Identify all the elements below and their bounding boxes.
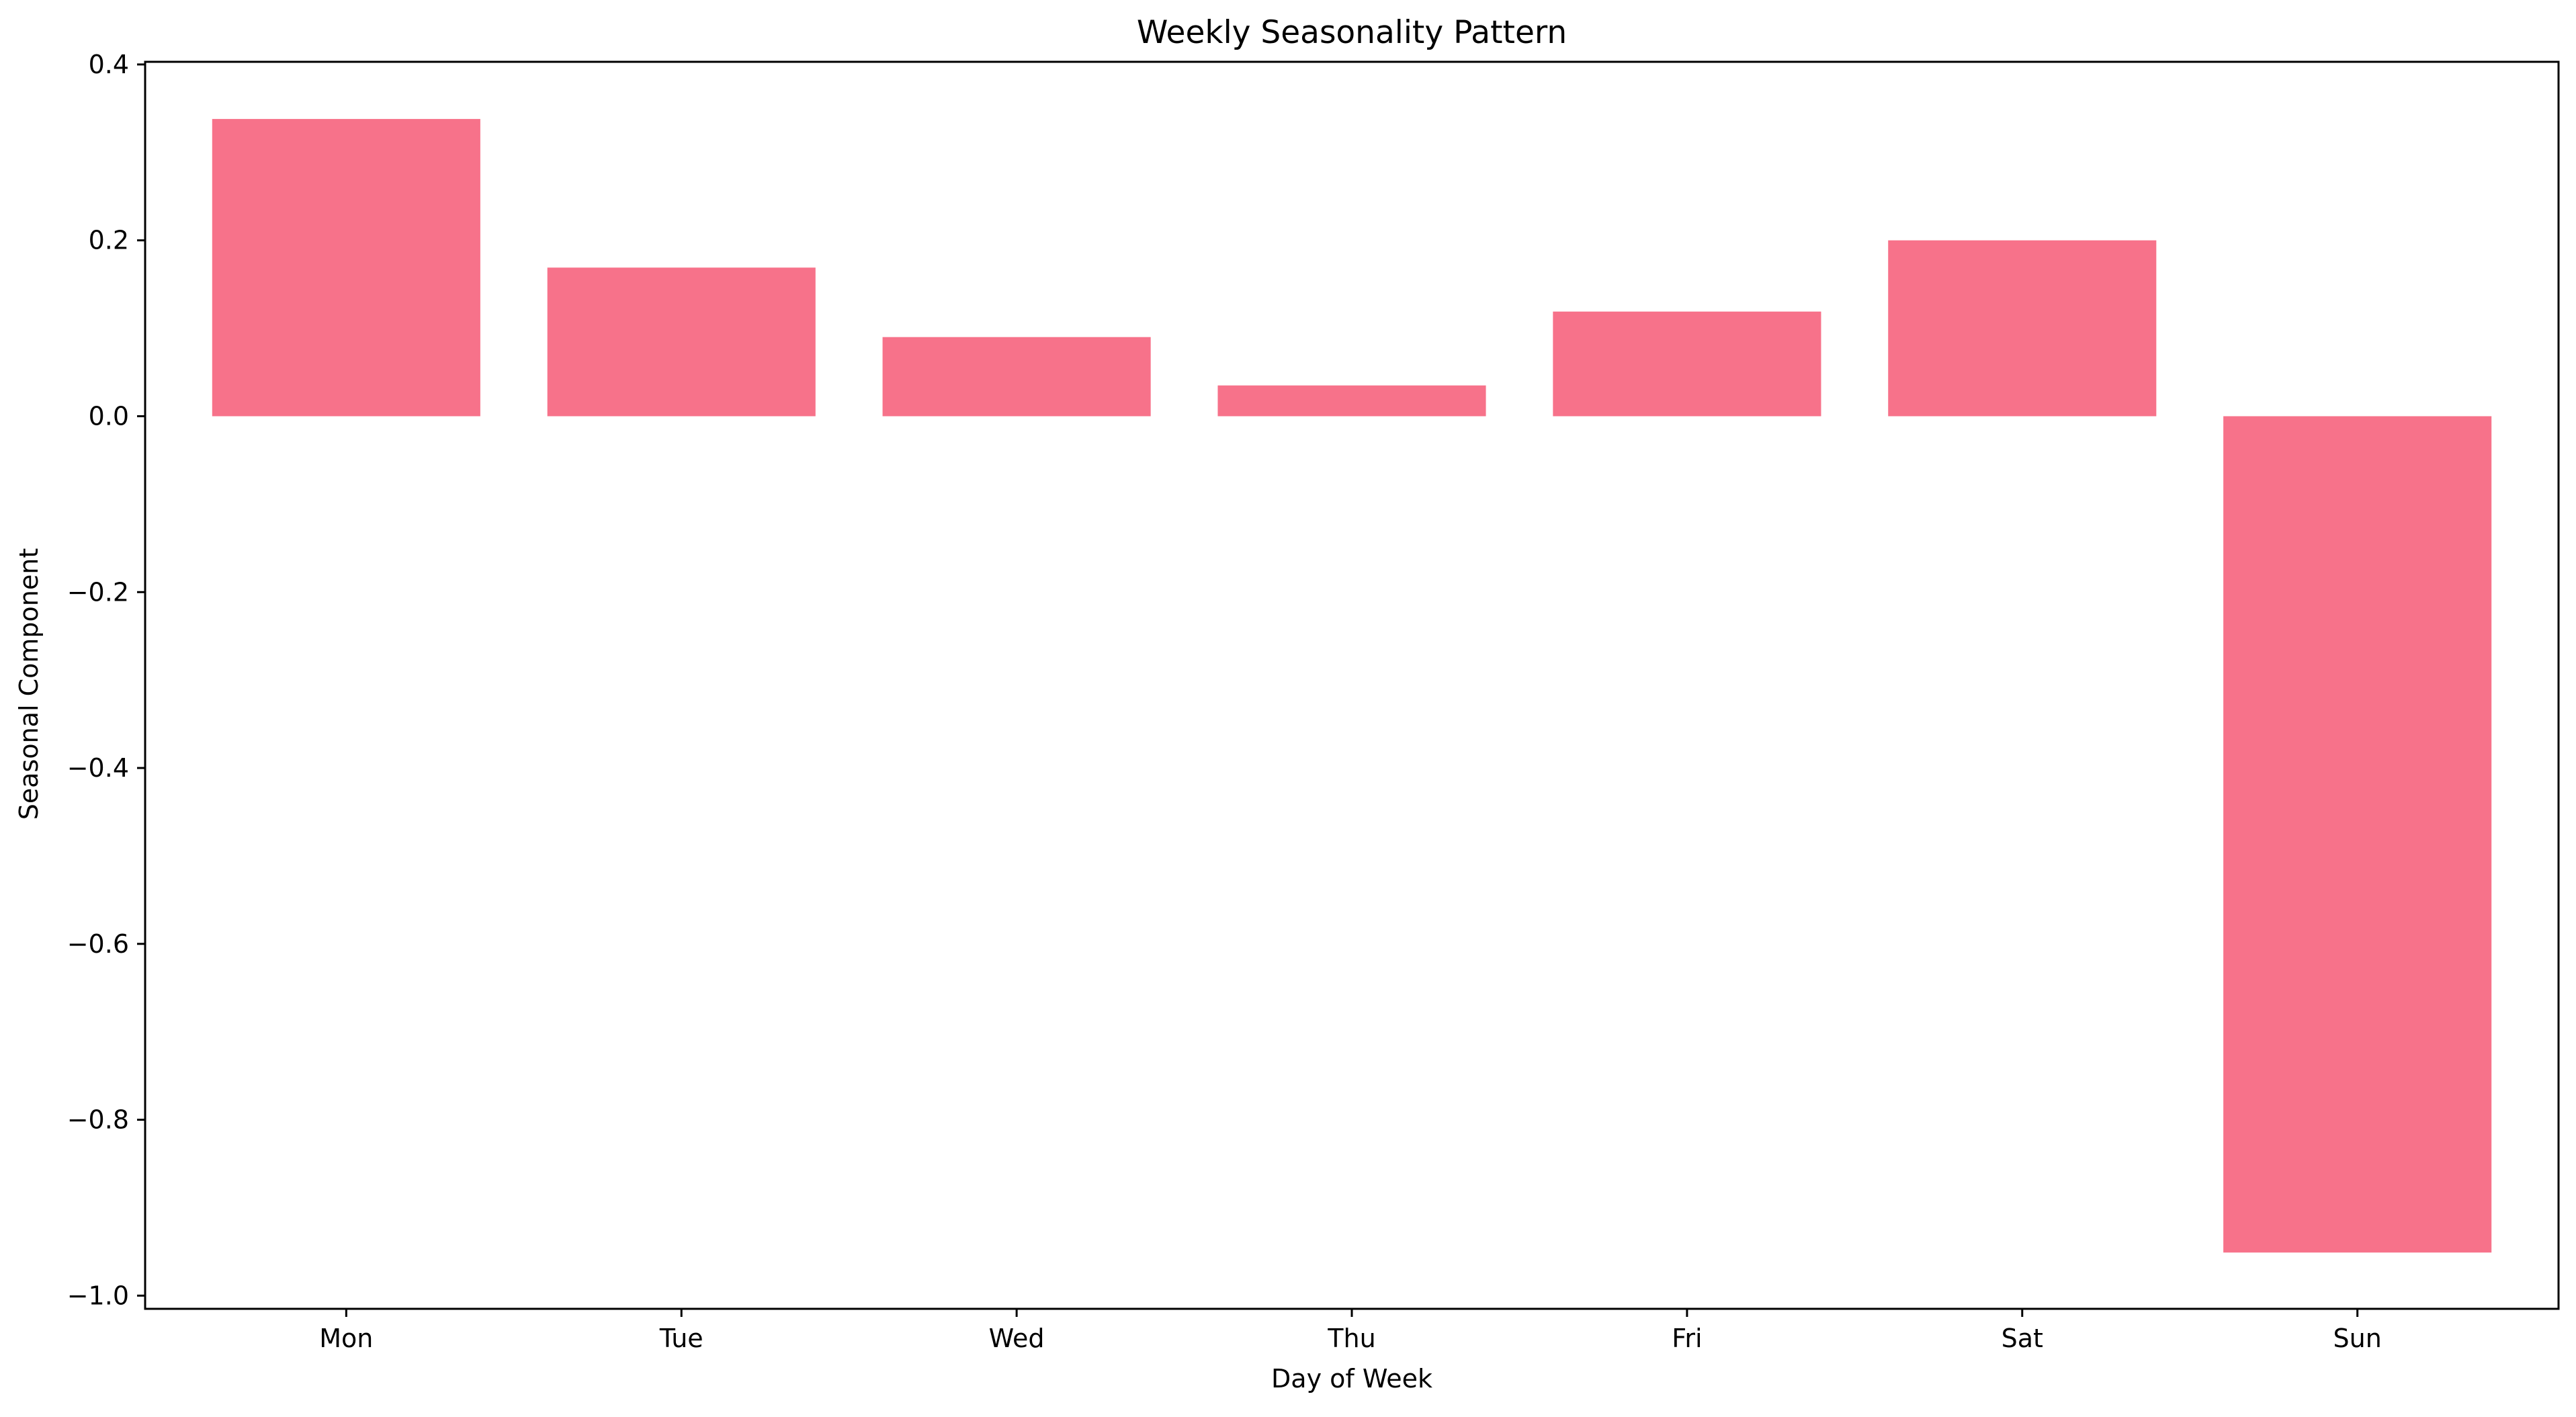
bar-mon [212,119,480,417]
y-axis-label: Seasonal Component [14,548,44,820]
y-tick-label: 0.2 [89,226,129,255]
bar-fri [1553,311,1821,417]
y-tick-label: −0.4 [67,753,129,783]
x-axis-label: Day of Week [1271,1364,1432,1393]
x-tick-label-tue: Tue [659,1324,703,1353]
bars-group [212,119,2492,1253]
y-tick-label: −1.0 [67,1281,129,1310]
x-tick-label-mon: Mon [319,1324,373,1353]
y-tick-label: 0.0 [89,401,129,431]
y-tick-label: −0.2 [67,577,129,607]
x-tick-label-fri: Fri [1672,1324,1702,1353]
bar-wed [882,337,1151,417]
bar-sun [2223,416,2492,1253]
y-axis-ticks: 0.4 0.2 0.0 −0.2 −0.4 −0.6 −0.8 −1.0 [67,50,145,1310]
x-axis-ticks: Mon Tue Wed Thu Fri Sat Sun [319,1309,2382,1353]
y-tick-label: 0.4 [89,50,129,79]
bar-thu [1217,385,1486,417]
x-tick-label-sun: Sun [2333,1324,2382,1353]
y-tick-label: −0.8 [67,1105,129,1135]
chart-title: Weekly Seasonality Pattern [1137,14,1567,51]
bar-tue [547,267,816,417]
plot-frame [144,60,2560,1310]
bar-sat [1888,240,2157,417]
x-tick-label-wed: Wed [989,1324,1045,1353]
y-tick-label: −0.6 [67,929,129,959]
x-tick-label-sat: Sat [2002,1324,2043,1353]
x-tick-label-thu: Thu [1327,1324,1375,1353]
